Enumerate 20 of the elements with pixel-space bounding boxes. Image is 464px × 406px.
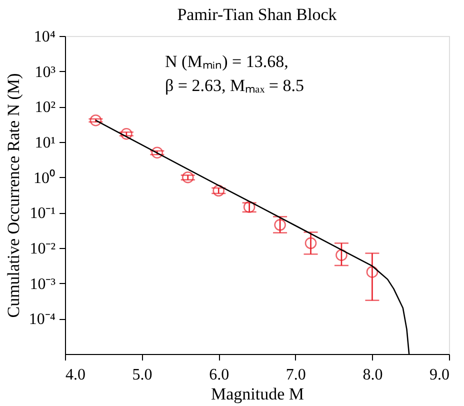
x-tick-label: 4.0: [66, 366, 86, 384]
x-tick-label: 8.0: [362, 366, 383, 384]
y-tick-label: 10⁴: [34, 28, 56, 46]
y-tick-label: 10⁻³: [30, 276, 56, 293]
y-tick-label: 10⁻¹: [30, 205, 56, 222]
y-tick-label: 10⁰: [34, 168, 56, 187]
x-tick-label: 6.0: [209, 366, 230, 384]
x-axis-title: Magnitude M: [210, 384, 304, 404]
y-tick-label: 10²: [34, 99, 56, 116]
y-axis-title: Cumulative Occurrence Rate N (M): [4, 73, 23, 318]
x-tick-label: 7.0: [286, 366, 306, 384]
y-tick-label: 10¹: [34, 134, 56, 152]
chart-title: Pamir-Tian Shan Block: [177, 5, 338, 24]
annotation: β = 2.63, Mₘₐₓ = 8.5: [165, 76, 304, 95]
y-tick-label: 10⁻²: [30, 240, 56, 258]
y-tick-label: 10⁻⁴: [28, 311, 56, 328]
x-tick-label: 9.0: [430, 366, 450, 384]
x-tick-label: 5.0: [132, 366, 152, 384]
annotation: N (Mₘᵢₙ) = 13.68,: [165, 52, 288, 71]
y-tick-label: 10³: [34, 64, 56, 81]
